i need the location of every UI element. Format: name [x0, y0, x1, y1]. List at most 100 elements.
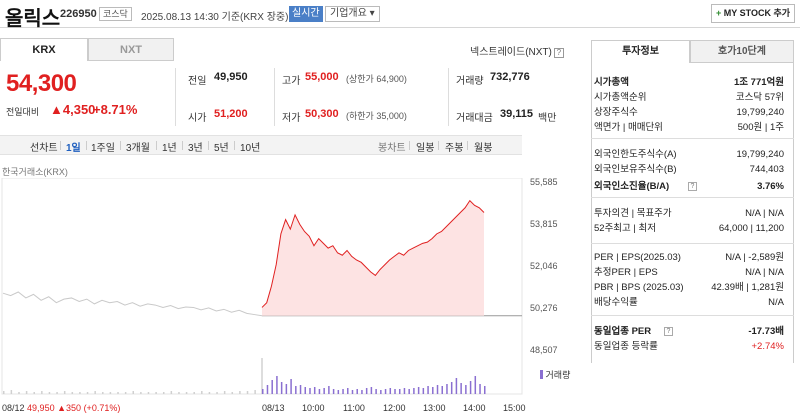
low-value: 50,300 [305, 108, 339, 120]
trade-value-unit: 백만 [538, 113, 557, 124]
y-tick-label: 50,276 [530, 303, 558, 313]
x-tick-label: 12:00 [383, 403, 406, 413]
volume-value: 732,776 [490, 71, 530, 83]
volume-bar [33, 392, 35, 394]
volume-bar [304, 387, 307, 394]
help-icon[interactable]: ? [688, 182, 697, 191]
volume-bar [389, 388, 392, 394]
separator [438, 141, 439, 150]
volume-bar [25, 391, 28, 394]
volume-bar [185, 392, 188, 394]
help-icon[interactable]: ? [664, 327, 673, 336]
volume-bar [351, 390, 354, 394]
nextrade-label: 넥스트레이드(NXT) [470, 47, 552, 58]
period-10y[interactable]: 10년 [240, 143, 261, 154]
volume-bar [280, 382, 283, 394]
period-1w[interactable]: 1주일 [91, 143, 115, 154]
volume-bar [455, 378, 458, 394]
info-row-label: 시가총액순위 [594, 92, 647, 103]
volume-label: 거래량 [456, 76, 484, 87]
x-tick-label: 11:00 [343, 403, 365, 413]
add-my-stock-label: MY STOCK 추가 [723, 8, 791, 18]
volume-bar [361, 390, 363, 394]
period-1y[interactable]: 1년 [162, 143, 177, 154]
info-row-value: 19,799,240 [736, 107, 784, 118]
volume-bar [450, 382, 453, 394]
volume-bar [3, 391, 5, 394]
volume-bar [323, 388, 325, 394]
volume-bar [117, 392, 119, 394]
volume-bar [318, 389, 321, 394]
period-3y[interactable]: 3년 [188, 143, 203, 154]
volume-bar [147, 392, 150, 394]
candle-daily[interactable]: 일봉 [416, 143, 435, 154]
tab-order-book[interactable]: 호가10단계 [690, 40, 794, 63]
volume-bar [140, 392, 142, 394]
open-value: 51,200 [214, 108, 248, 120]
volume-bar [132, 391, 134, 394]
prev-close-label: 전일 [188, 76, 207, 87]
volume-bar [417, 387, 420, 394]
low-label: 저가 [282, 113, 301, 124]
period-5y[interactable]: 5년 [214, 143, 229, 154]
plus-icon: + [715, 8, 722, 18]
trade-value-label: 거래대금 [456, 113, 493, 124]
separator [234, 141, 235, 150]
volume-bar [109, 392, 112, 394]
tab-krx[interactable]: KRX [0, 38, 88, 61]
volume-bar [102, 392, 104, 394]
volume-bar [422, 388, 425, 394]
volume-bar [408, 389, 410, 394]
volume-bar [223, 391, 226, 394]
tab-investment-info[interactable]: 투자정보 [591, 40, 690, 63]
add-my-stock-button[interactable]: + MY STOCK 추가 [711, 4, 795, 23]
volume-bar [398, 389, 401, 394]
volume-bar [162, 392, 165, 394]
period-1d[interactable]: 1일 [66, 143, 81, 154]
info-row-value: 19,799,240 [736, 149, 784, 160]
change-amount-value: 4,350 [62, 102, 96, 117]
line-chart-toggle[interactable]: 선차트 [30, 143, 58, 154]
price-chart[interactable]: 55,585 53,815 52,046 50,276 48,507 [0, 178, 580, 396]
info-row-label: 액면가 | 매매단위 [594, 122, 663, 133]
volume-bar [271, 380, 273, 394]
tab-nxt[interactable]: NXT [88, 38, 174, 61]
candle-monthly[interactable]: 월봉 [474, 143, 493, 154]
info-row-value: N/A | N/A [745, 267, 784, 278]
candle-weekly[interactable]: 주봉 [445, 143, 464, 154]
high-value: 55,000 [305, 71, 339, 83]
volume-bar [201, 391, 203, 394]
volume-bar [332, 389, 335, 394]
series-line-prev-day [2, 291, 263, 317]
x-tick-label: 15:00 [503, 403, 526, 413]
y-tick-label: 55,585 [530, 178, 558, 187]
info-row: 외국인소진율(B/A) 3.76%? [594, 180, 784, 193]
volume-bar [356, 389, 358, 394]
realtime-button[interactable]: 실시간 [289, 6, 323, 22]
info-row-label: 외국인소진율(B/A) [594, 181, 670, 192]
volume-bar [313, 387, 316, 394]
x-tick-label: 13:00 [423, 403, 446, 413]
separator [182, 141, 183, 150]
nextrade-link[interactable]: 넥스트레이드(NXT)? [470, 43, 564, 58]
volume-bar [394, 389, 396, 394]
volume-bar [460, 383, 462, 394]
info-row-value: 3.76% [757, 181, 784, 192]
period-3m[interactable]: 3개월 [126, 143, 150, 154]
volume-bar [427, 386, 429, 394]
separator [409, 141, 410, 150]
current-price: 54,300 [6, 70, 77, 97]
info-row: 동일업종 PER -17.73배? [594, 325, 784, 338]
volume-bar [403, 388, 406, 394]
change-label: 전일대비 [6, 107, 40, 117]
prev-day-summary: 08/12 49,950 ▲350 (+0.71%) [2, 403, 120, 413]
separator [120, 141, 121, 150]
prev-day-close: 49,950 [27, 403, 55, 413]
divider [591, 315, 794, 316]
candle-chart-label[interactable]: 봉차트 [378, 143, 406, 154]
change-percent: +8.71% [93, 102, 138, 117]
separator [60, 141, 61, 150]
volume-bar [79, 392, 81, 394]
company-overview-dropdown[interactable]: 기업개요 ▾ [325, 6, 380, 22]
help-icon[interactable]: ? [553, 48, 564, 58]
